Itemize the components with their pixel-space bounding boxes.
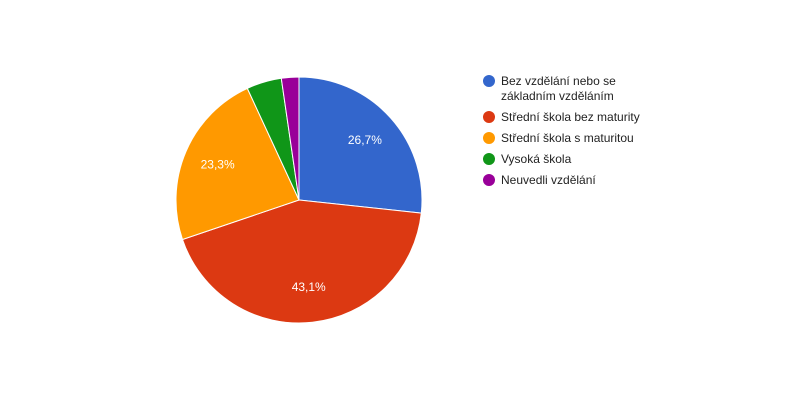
legend-label: Vysoká škola	[501, 152, 572, 166]
legend-label: Neuvedli vzdělání	[501, 173, 596, 187]
slice-label: 26,7%	[348, 133, 382, 147]
legend-label: Bez vzdělání nebo se základním vzděláním	[501, 74, 616, 103]
slice-label: 43,1%	[292, 280, 326, 294]
legend-swatch	[483, 153, 495, 165]
legend-swatch	[483, 111, 495, 123]
legend-label: Střední škola bez maturity	[501, 110, 640, 124]
legend-item: Bez vzdělání nebo se základním vzděláním	[483, 74, 661, 104]
legend-swatch	[483, 75, 495, 87]
pie-slice	[280, 76, 300, 201]
legend-swatch	[483, 174, 495, 186]
legend-item: Střední škola bez maturity	[483, 110, 661, 125]
legend-item: Vysoká škola	[483, 152, 661, 167]
pie-slice	[298, 76, 423, 214]
pie-slice	[175, 87, 300, 241]
legend-item: Střední škola s maturitou	[483, 131, 661, 146]
legend-swatch	[483, 132, 495, 144]
legend: Bez vzdělání nebo se základním vzděláním…	[483, 74, 661, 194]
legend-item: Neuvedli vzdělání	[483, 173, 661, 188]
legend-label: Střední škola s maturitou	[501, 131, 634, 145]
slice-label: 23,3%	[201, 157, 235, 171]
pie-slice	[181, 199, 422, 324]
